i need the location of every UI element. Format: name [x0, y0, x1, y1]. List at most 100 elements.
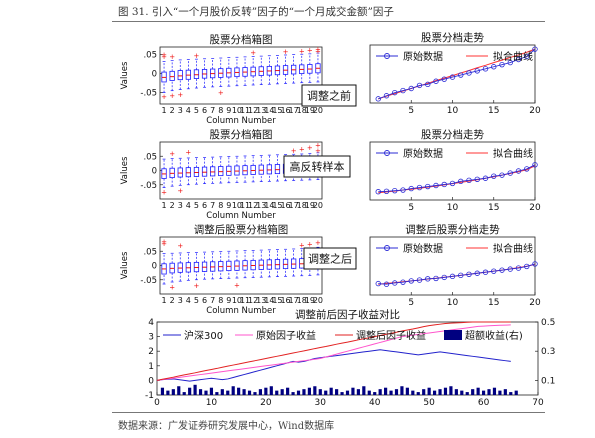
x-tick-label: 1: [162, 296, 167, 305]
excess-bar: [209, 387, 214, 395]
x-tick-label: 7: [210, 106, 215, 115]
box: [226, 165, 232, 176]
x-tick-label: 10: [447, 203, 459, 213]
raw-point: [507, 170, 513, 176]
y2-tick-label: 0.1: [541, 376, 555, 386]
outlier: +: [177, 91, 183, 99]
raw-point: [408, 85, 414, 92]
y-tick-label: -1: [145, 391, 154, 401]
raw-point: [474, 68, 480, 74]
raw-point: [466, 177, 472, 184]
legend-fit-label: 拟合曲线: [493, 147, 533, 160]
excess-bar: [373, 392, 377, 395]
x-tick-label: 17: [289, 296, 299, 305]
x-tick-label: 15: [272, 106, 282, 115]
raw-point: [433, 275, 439, 282]
figure-caption: 图 31. 引入“一个月股价反转”因子的“一个月成交金额”因子: [118, 6, 394, 18]
x-tick-label: 16: [280, 201, 290, 210]
x-tick-label: 19: [305, 201, 315, 210]
excess-bar: [449, 386, 453, 395]
x-tick-label: 10: [447, 106, 459, 116]
x-tick-label: 17: [289, 201, 299, 210]
outlier: +: [169, 150, 175, 158]
x-tick-label: 1: [162, 106, 167, 115]
x-tick-label: 5: [408, 298, 414, 308]
raw-point: [466, 271, 472, 277]
trend-panel-2: 股票分档走势 5 10 15 20 原始数据 拟合曲线: [369, 128, 541, 213]
box: [185, 167, 191, 178]
data-source: 数据来源：广发证券研究发展中心，Wind数据库: [118, 421, 335, 432]
x-tick-label: 15: [272, 296, 282, 305]
box-title: 股票分档箱图: [210, 128, 273, 141]
x-tick-label: 12: [248, 201, 258, 210]
outlier: +: [315, 147, 321, 155]
raw-point: [441, 274, 447, 281]
y-tick-label: -.05: [140, 89, 157, 99]
x-tick-label: 16: [280, 106, 290, 115]
excess-bar: [514, 390, 518, 395]
legend-raw-marker: [384, 245, 390, 251]
excess-bar: [269, 386, 273, 395]
raw-point: [482, 175, 489, 181]
box-title: 股票分档箱图: [210, 33, 273, 46]
excess-bar: [220, 389, 224, 395]
x-tick-label: 10: [447, 298, 459, 308]
excess-bar: [384, 387, 388, 395]
raw-point: [458, 178, 464, 185]
raw-point: [425, 276, 431, 282]
excess-bar: [171, 389, 175, 395]
annotation-sample-frame: [283, 155, 351, 178]
box: [242, 165, 248, 176]
y-tick-label: 1: [148, 362, 154, 372]
raw-point: [416, 277, 423, 283]
excess-bar: [242, 389, 246, 395]
x-tick-label: 17: [289, 106, 299, 115]
trend-panel-3: 调整后股票分档走势 5 10 15 20 原始数据 拟合曲线: [369, 223, 541, 308]
raw-point: [524, 166, 530, 172]
x-tick-label: 2: [170, 201, 175, 210]
raw-point: [449, 273, 456, 280]
excess-bar: [362, 386, 366, 395]
box: [258, 164, 264, 175]
x-tick-label: 8: [218, 201, 223, 210]
excess-bar: [198, 389, 203, 395]
x-tick-label: 12: [248, 296, 258, 305]
raw-point: [433, 182, 439, 189]
excess-bar: [160, 387, 165, 395]
excess-bar: [460, 390, 464, 395]
raw-point: [532, 46, 538, 52]
box: [193, 69, 200, 79]
excess-bar: [509, 392, 513, 395]
raw-point: [499, 172, 505, 178]
x-tick-label: 19: [305, 106, 315, 115]
excess-bar: [400, 386, 404, 395]
outlier: +: [161, 53, 167, 61]
excess-bar: [215, 392, 219, 395]
excess-bar: [237, 387, 241, 395]
outlier: +: [169, 283, 175, 291]
excess-bar: [335, 389, 339, 395]
excess-bar: [182, 392, 186, 395]
raw-point: [491, 64, 497, 70]
outlier: +: [169, 92, 175, 100]
outlier: +: [161, 238, 167, 246]
x-tick-label: 2: [170, 296, 175, 305]
legend-excess-swatch: [444, 330, 462, 340]
y-tick-label: .05: [143, 152, 157, 162]
raw-point: [532, 261, 538, 267]
x-tick-label: 7: [210, 296, 215, 305]
outlier: +: [161, 93, 167, 101]
raw-point: [416, 82, 423, 89]
x-tick-label: 5: [194, 296, 199, 305]
outlier: +: [307, 241, 313, 249]
excess-bar: [476, 387, 480, 395]
outlier: +: [161, 51, 167, 59]
outlier: +: [307, 144, 313, 152]
y-tick-label: .05: [143, 247, 157, 257]
legend-excess-label: 超额收益(右): [465, 329, 523, 342]
raw-line: [378, 164, 536, 193]
outlier: +: [169, 53, 175, 61]
x-tick-label: 11: [240, 296, 250, 305]
x-tick-label: 11: [240, 106, 250, 115]
excess-bar: [443, 387, 448, 395]
